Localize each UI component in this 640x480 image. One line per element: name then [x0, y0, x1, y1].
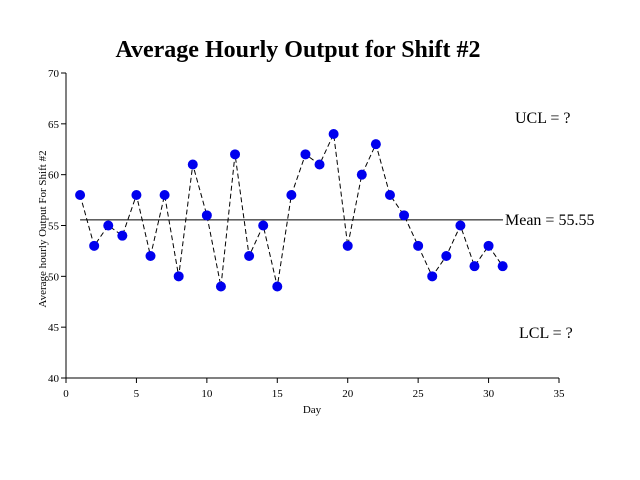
data-point — [201, 210, 212, 221]
data-point — [328, 129, 339, 139]
data-point — [258, 220, 269, 231]
data-point — [427, 271, 438, 282]
y-tick-label: 60 — [48, 170, 60, 182]
data-point — [89, 240, 100, 251]
y-tick-label: 65 — [48, 119, 60, 131]
data-point — [131, 190, 142, 200]
y-tick-label: 50 — [48, 271, 60, 283]
x-tick-label: 35 — [554, 388, 566, 400]
chart-title: Average Hourly Output for Shift #2 — [115, 37, 480, 63]
y-axis-label: Average hourly Output For Shift #2 — [37, 150, 49, 307]
x-tick-label: 30 — [483, 388, 495, 400]
data-point — [187, 159, 198, 170]
data-point — [145, 251, 156, 261]
data-point — [497, 261, 508, 272]
data-point — [75, 190, 86, 200]
data-point — [314, 159, 325, 170]
x-tick-label: 0 — [63, 388, 69, 400]
data-point — [117, 230, 128, 241]
data-point — [399, 210, 410, 221]
lcl-label: LCL = ? — [519, 325, 573, 342]
data-point — [244, 251, 255, 261]
mean-label: Mean = 55.55 — [505, 212, 594, 229]
x-ticks: 0 5 10 15 20 25 30 35 — [63, 378, 565, 400]
data-point — [300, 149, 311, 160]
data-point — [413, 240, 424, 251]
data-point — [469, 261, 480, 272]
data-point — [441, 251, 452, 261]
ucl-label: UCL = ? — [515, 110, 571, 127]
data-point — [483, 240, 494, 251]
x-tick-label: 15 — [272, 388, 284, 400]
x-axis-label: Day — [303, 404, 322, 416]
y-tick-label: 40 — [48, 373, 60, 385]
data-point — [230, 149, 241, 160]
data-points — [75, 129, 508, 292]
x-tick-label: 10 — [201, 388, 213, 400]
data-point — [370, 139, 381, 150]
data-point — [173, 271, 184, 282]
data-point — [272, 281, 283, 292]
series-line — [79, 132, 504, 287]
data-point — [286, 190, 297, 200]
y-tick-label: 55 — [48, 221, 60, 233]
data-point — [356, 169, 367, 180]
y-tick-label: 70 — [48, 68, 60, 80]
y-tick-label: 45 — [48, 322, 60, 334]
y-ticks: 40 45 50 55 60 65 70 — [48, 68, 66, 385]
x-tick-label: 20 — [342, 388, 354, 400]
data-point — [455, 220, 466, 231]
data-point — [159, 190, 170, 200]
plot-area: 0 5 10 15 20 25 30 35 40 45 50 55 60 65 70 — [48, 68, 565, 400]
data-point — [215, 281, 226, 292]
x-tick-label: 25 — [413, 388, 425, 400]
data-point — [103, 220, 114, 231]
data-point — [384, 190, 395, 200]
data-point — [342, 240, 353, 251]
x-tick-label: 5 — [134, 388, 140, 400]
